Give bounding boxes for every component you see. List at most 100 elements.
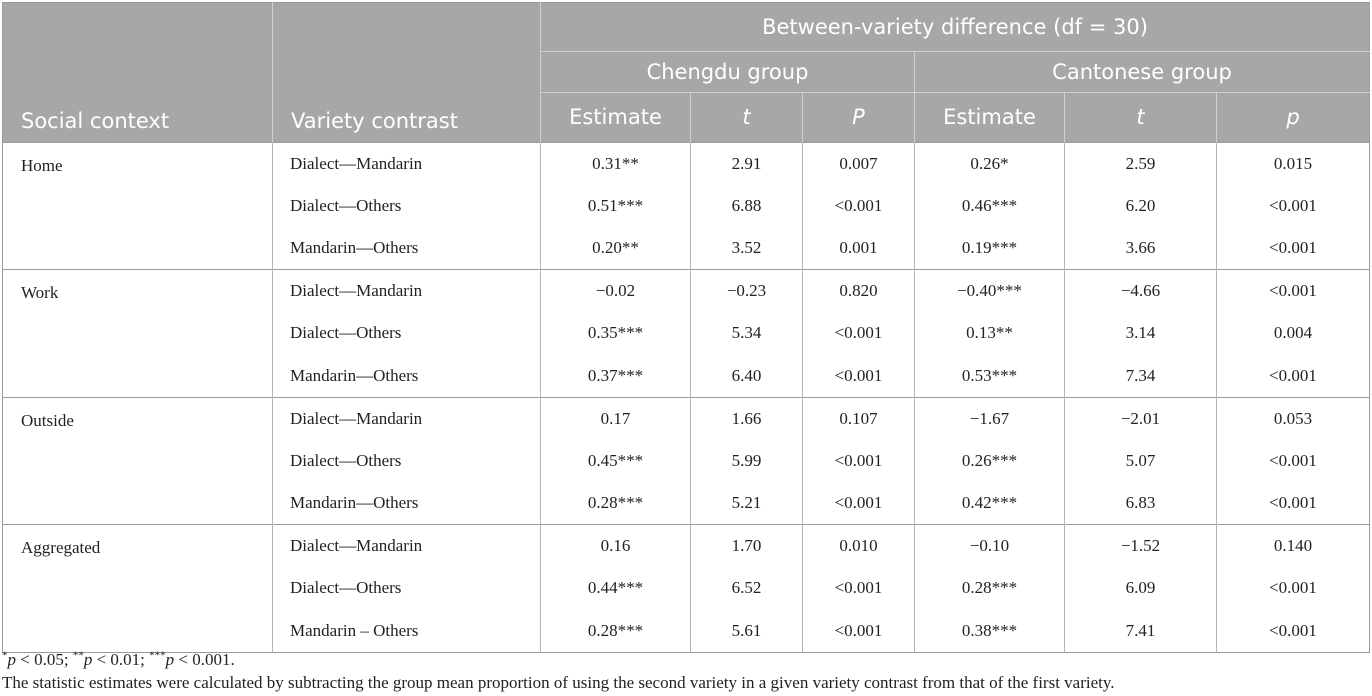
chengdu-t-cell: 6.40 (690, 354, 803, 398)
p-symbol: p (83, 650, 93, 669)
table-row: Mandarin—Others 0.20** 3.52 0.001 0.19**… (3, 226, 1370, 270)
chengdu-p-cell: <0.001 (802, 567, 915, 610)
chengdu-p-cell: <0.001 (802, 184, 915, 227)
cantonese-t-cell: −4.66 (1064, 269, 1217, 313)
cantonese-t-cell: 6.20 (1064, 184, 1217, 227)
cantonese-p-cell: 0.053 (1215, 396, 1370, 440)
variety-contrast-cell: Dialect—Mandarin (272, 269, 541, 313)
cantonese-p-cell: <0.001 (1215, 482, 1370, 525)
cantonese-estimate-cell: 0.26*** (914, 439, 1065, 482)
chengdu-estimate-cell: 0.35*** (540, 312, 691, 355)
chengdu-t-cell: 1.66 (690, 396, 803, 440)
header-blank (272, 51, 541, 93)
cantonese-p-cell: <0.001 (1215, 184, 1370, 227)
cantonese-p-cell: <0.001 (1215, 354, 1370, 398)
variety-contrast-cell: Dialect—Mandarin (272, 141, 541, 185)
variety-contrast-cell: Mandarin—Others (272, 226, 541, 270)
cantonese-estimate-cell: 0.19*** (914, 226, 1065, 270)
chengdu-p-cell: 0.010 (802, 524, 915, 568)
chengdu-t-cell: 3.52 (690, 226, 803, 270)
between-variety-label: Between-variety difference ( (762, 15, 1062, 39)
cantonese-estimate-cell: 0.53*** (914, 354, 1065, 398)
cantonese-estimate-cell: −0.40*** (914, 269, 1065, 313)
table-row: Dialect—Others 0.45*** 5.99 <0.001 0.26*… (3, 439, 1370, 482)
chengdu-p-cell: <0.001 (802, 609, 915, 653)
cantonese-t-cell: −1.52 (1064, 524, 1217, 568)
cantonese-estimate-header: Estimate (914, 92, 1065, 142)
table-row: Outside Dialect—Mandarin 0.17 1.66 0.107… (2, 396, 1370, 525)
header-blank (2, 2, 273, 52)
cantonese-p-cell: 0.015 (1215, 141, 1370, 185)
chengdu-group-header: Chengdu group (540, 51, 915, 93)
cantonese-estimate-cell: 0.26* (914, 141, 1065, 185)
cantonese-p-cell: 0.004 (1215, 312, 1370, 355)
cantonese-t-cell: 6.09 (1064, 567, 1217, 610)
sig-threshold: < 0.001. (174, 650, 235, 669)
chengdu-estimate-cell: 0.51*** (540, 184, 691, 227)
social-context-cell: Work (2, 269, 273, 398)
variety-contrast-cell: Mandarin – Others (272, 609, 541, 653)
chengdu-t-cell: 5.34 (690, 312, 803, 355)
header-blank (2, 51, 273, 93)
variety-contrast-cell: Mandarin—Others (272, 482, 541, 525)
cantonese-t-cell: 5.07 (1064, 439, 1217, 482)
cantonese-estimate-cell: 0.13** (914, 312, 1065, 355)
sig-marker: *** (149, 649, 166, 662)
chengdu-t-cell: 6.52 (690, 567, 803, 610)
variety-contrast-cell: Dialect—Others (272, 567, 541, 610)
cantonese-p-cell: <0.001 (1215, 567, 1370, 610)
table-row: Dialect—Others 0.35*** 5.34 <0.001 0.13*… (3, 312, 1370, 355)
chengdu-p-header: P (802, 92, 915, 142)
results-table: Between-variety difference (df = 30) Che… (2, 2, 1371, 653)
cantonese-t-cell: 3.66 (1064, 226, 1217, 270)
chengdu-t-cell: 2.91 (690, 141, 803, 185)
table-row: Mandarin – Others 0.28*** 5.61 <0.001 0.… (3, 609, 1370, 653)
significance-footnote: *p < 0.05; **p < 0.01; ***p < 0.001. (2, 650, 1370, 670)
chengdu-p-cell: 0.107 (802, 396, 915, 440)
table-row: Aggregated Dialect—Mandarin 0.16 1.70 0.… (2, 524, 1370, 653)
table-body: Home Dialect—Mandarin 0.31** 2.91 0.007 … (2, 141, 1370, 653)
df-value: = 30) (1082, 15, 1148, 39)
chengdu-estimate-cell: −0.02 (540, 269, 691, 313)
chengdu-estimate-cell: 0.37*** (540, 354, 691, 398)
social-context-cell: Outside (2, 396, 273, 525)
cantonese-t-cell: 7.34 (1064, 354, 1217, 398)
variety-contrast-cell: Dialect—Mandarin (272, 524, 541, 568)
cantonese-p-cell: <0.001 (1215, 226, 1370, 270)
chengdu-estimate-cell: 0.28*** (540, 609, 691, 653)
cantonese-t-cell: 7.41 (1064, 609, 1217, 653)
table-row: Home Dialect—Mandarin 0.31** 2.91 0.007 … (2, 141, 1370, 270)
p-symbol: p (165, 650, 175, 669)
estimate-note: The statistic estimates were calculated … (2, 673, 1115, 692)
cantonese-t-cell: 2.59 (1064, 141, 1217, 185)
chengdu-t-cell: −0.23 (690, 269, 803, 313)
cantonese-p-cell: <0.001 (1215, 609, 1370, 653)
header-blank (272, 2, 541, 52)
social-context-cell: Home (2, 141, 273, 270)
cantonese-estimate-cell: 0.46*** (914, 184, 1065, 227)
social-context-header: Social context (2, 92, 273, 142)
sig-marker: * (2, 649, 8, 662)
chengdu-t-cell: 5.99 (690, 439, 803, 482)
cantonese-estimate-cell: −1.67 (914, 396, 1065, 440)
cantonese-group-header: Cantonese group (913, 51, 1370, 93)
variety-contrast-header: Variety contrast (272, 92, 541, 142)
cantonese-estimate-cell: 0.28*** (914, 567, 1065, 610)
variety-contrast-cell: Mandarin—Others (272, 354, 541, 398)
social-context-cell: Aggregated (2, 524, 273, 653)
chengdu-p-cell: <0.001 (802, 312, 915, 355)
cantonese-t-header: t (1064, 92, 1217, 142)
p-symbol: p (7, 650, 17, 669)
chengdu-p-cell: <0.001 (802, 482, 915, 525)
table-header: Between-variety difference (df = 30) Che… (2, 2, 1370, 142)
chengdu-estimate-cell: 0.31** (540, 141, 691, 185)
chengdu-t-header: t (690, 92, 803, 142)
cantonese-t-cell: 3.14 (1064, 312, 1217, 355)
cantonese-p-cell: 0.140 (1215, 524, 1370, 568)
chengdu-p-cell: 0.007 (802, 141, 915, 185)
chengdu-t-cell: 1.70 (690, 524, 803, 568)
chengdu-p-cell: <0.001 (802, 439, 915, 482)
variety-contrast-cell: Dialect—Others (272, 312, 541, 355)
table-row: Dialect—Others 0.51*** 6.88 <0.001 0.46*… (3, 184, 1370, 227)
chengdu-estimate-cell: 0.17 (540, 396, 691, 440)
